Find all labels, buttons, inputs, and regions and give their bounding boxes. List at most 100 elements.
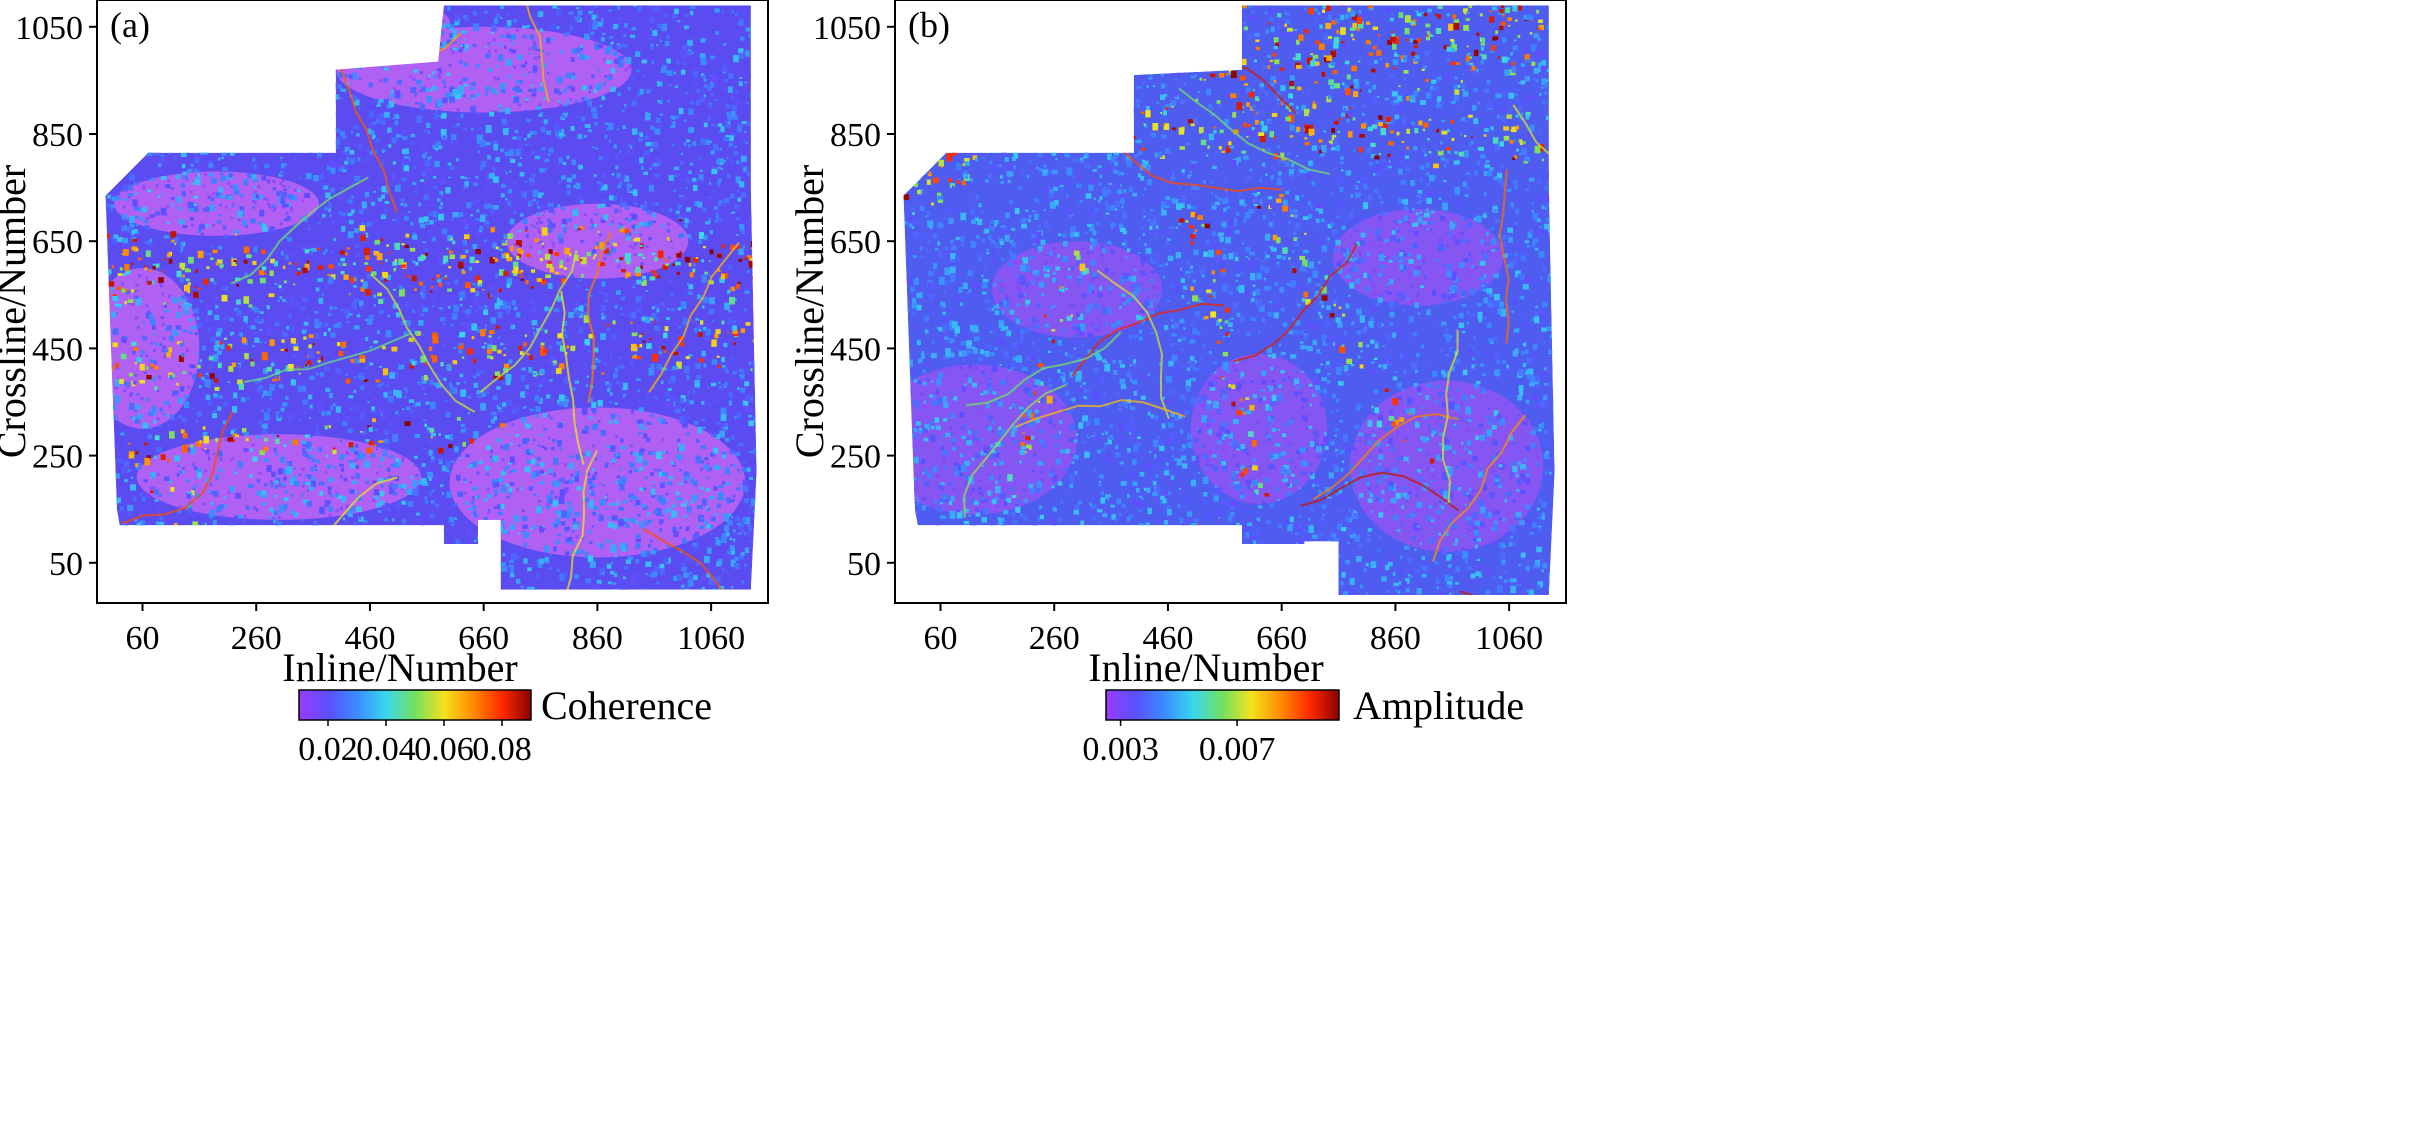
texture-cell xyxy=(179,342,184,347)
texture-cell xyxy=(166,325,172,331)
texture-cell xyxy=(316,129,322,136)
texture-cell xyxy=(210,246,213,248)
low-zone-speck xyxy=(589,218,593,222)
texture-cell xyxy=(568,455,571,458)
texture-cell xyxy=(222,116,228,123)
texture-cell xyxy=(659,125,662,127)
texture-cell xyxy=(484,187,489,192)
low-zone-speck xyxy=(138,274,142,278)
texture-cell xyxy=(220,76,225,80)
texture-cell xyxy=(506,381,511,386)
texture-cell xyxy=(232,406,238,413)
texture-cell xyxy=(439,42,443,46)
texture-cell xyxy=(430,501,434,503)
texture-cell xyxy=(147,110,152,115)
low-zone-speck xyxy=(142,184,146,188)
texture-cell xyxy=(458,343,464,350)
texture-cell xyxy=(401,500,406,505)
texture-cell xyxy=(545,130,552,135)
texture-cell xyxy=(404,320,408,323)
texture-cell xyxy=(174,5,177,9)
low-zone-speck xyxy=(252,199,256,203)
texture-cell xyxy=(372,54,378,59)
texture-cell xyxy=(639,520,643,526)
texture-cell xyxy=(416,79,422,85)
low-zone xyxy=(114,171,319,236)
texture-cell xyxy=(365,337,369,342)
texture-cell xyxy=(208,163,214,168)
texture-cell xyxy=(745,27,751,32)
low-zone-speck xyxy=(423,20,427,24)
texture-cell xyxy=(537,49,541,52)
texture-cell xyxy=(481,292,485,295)
texture-cell xyxy=(392,484,398,489)
texture-cell xyxy=(315,76,322,82)
texture-cell xyxy=(296,381,300,386)
texture-cell xyxy=(386,39,391,46)
texture-cell xyxy=(123,184,128,192)
texture-cell xyxy=(727,174,731,178)
texture-cell xyxy=(424,496,428,500)
texture-cell xyxy=(570,86,576,92)
texture-cell xyxy=(762,68,765,72)
texture-cell xyxy=(223,30,229,36)
texture-cell xyxy=(701,275,707,283)
texture-cell xyxy=(483,309,489,316)
texture-cell xyxy=(114,80,118,83)
texture-cell xyxy=(153,419,157,424)
texture-cell xyxy=(520,64,526,68)
texture-cell xyxy=(159,156,166,162)
texture-cell xyxy=(212,413,218,419)
texture-cell xyxy=(388,38,394,45)
texture-cell xyxy=(253,246,258,253)
texture-cell xyxy=(605,48,610,55)
low-zone-speck xyxy=(156,417,160,421)
low-zone-speck xyxy=(278,484,282,488)
texture-cell xyxy=(725,134,729,138)
texture-cell xyxy=(716,503,721,509)
texture-cell xyxy=(278,384,284,389)
texture-cell xyxy=(403,386,408,393)
texture-cell xyxy=(285,580,291,586)
low-zone-speck xyxy=(494,49,498,53)
texture-cell xyxy=(504,107,511,114)
texture-cell xyxy=(506,278,513,286)
texture-cell xyxy=(430,528,433,531)
texture-cell xyxy=(270,120,275,125)
texture-cell xyxy=(682,420,688,428)
texture-cell xyxy=(125,439,128,444)
texture-cell xyxy=(285,236,289,239)
texture-cell xyxy=(754,560,757,565)
texture-cell xyxy=(609,353,612,357)
texture-cell xyxy=(563,88,567,94)
texture-cell xyxy=(515,434,520,437)
texture-cell xyxy=(543,527,546,530)
texture-cell xyxy=(581,96,585,102)
low-zone-speck xyxy=(606,242,610,246)
texture-cell xyxy=(214,45,217,48)
texture-cell xyxy=(489,182,492,185)
texture-cell xyxy=(353,276,357,279)
texture-cell xyxy=(471,500,475,505)
low-zone-speck xyxy=(721,480,725,484)
texture-cell xyxy=(633,469,637,472)
texture-cell xyxy=(386,384,389,387)
texture-cell xyxy=(209,140,213,145)
texture-cell xyxy=(203,278,209,285)
texture-cell xyxy=(599,482,602,485)
texture-cell xyxy=(366,481,370,485)
texture-cell xyxy=(538,192,542,198)
texture-cell xyxy=(700,138,706,146)
texture-cell xyxy=(397,80,402,85)
texture-cell xyxy=(218,157,221,161)
texture-cell xyxy=(329,494,333,498)
low-zone-speck xyxy=(592,444,596,448)
texture-cell xyxy=(468,6,472,9)
low-zone-speck xyxy=(178,305,181,309)
texture-cell xyxy=(184,395,190,399)
texture-cell xyxy=(424,431,427,434)
texture-cell xyxy=(430,433,436,437)
texture-cell xyxy=(481,568,485,571)
texture-cell xyxy=(406,386,410,390)
texture-cell xyxy=(449,27,454,31)
